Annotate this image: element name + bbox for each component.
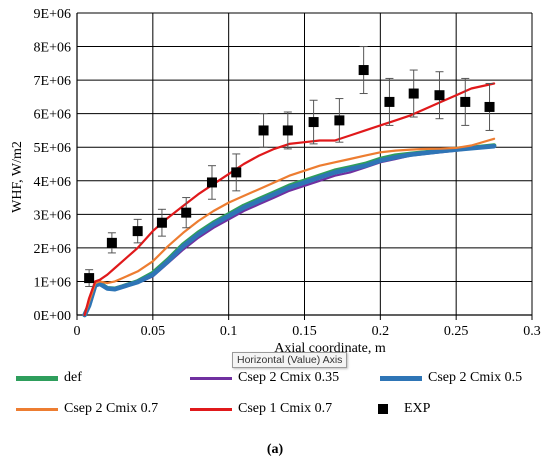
figure-caption: (a) (266, 442, 284, 457)
legend-label: def (64, 370, 82, 385)
y-tick-label: 9E+06 (34, 7, 71, 22)
exp-marker (434, 90, 445, 101)
exp-marker (206, 177, 217, 188)
legend-label: Csep 2 Cmix 0.5 (428, 370, 523, 385)
legend-swatch-csep2-cmix05 (380, 375, 422, 381)
exp-marker (334, 115, 345, 126)
legend-label: EXP (404, 401, 431, 416)
legend-swatch-csep1-cmix07 (190, 407, 232, 411)
tick-labels: 0 0.05 0.1 0.15 0.2 0.25 0.3 0E+00 1E+06 2E+06 3E+… (34, 7, 541, 339)
y-tick-label: 1E+06 (34, 275, 71, 290)
series-lines (82, 82, 497, 318)
exp-marker (181, 207, 192, 218)
legend-item-csep2-cmix035[interactable]: Csep 2 Cmix 0.35 (190, 370, 339, 386)
y-tick-label: 5E+06 (34, 141, 71, 156)
legend-swatch-csep2-cmix07 (16, 407, 58, 411)
exp-marker (358, 65, 369, 76)
exp-marker (156, 217, 167, 228)
x-tick-label: 0.05 (141, 324, 166, 339)
x-tick-label: 0.3 (523, 324, 541, 339)
y-axis-title: WHF, W/m2 (10, 141, 25, 213)
exp-marker (84, 273, 95, 284)
exp-marker (408, 88, 419, 99)
legend-label: Csep 2 Cmix 0.35 (238, 370, 340, 385)
legend-swatch-csep2-cmix035 (190, 376, 232, 380)
y-tick-label: 8E+06 (34, 41, 71, 56)
x-tick-label: 0.25 (444, 324, 469, 339)
legend-label: Csep 1 Cmix 0.7 (238, 401, 333, 416)
exp-marker (308, 117, 319, 128)
legend-item-csep1-cmix07[interactable]: Csep 1 Cmix 0.7 (190, 401, 332, 417)
grid-lines (76, 12, 533, 316)
exp-marker (106, 237, 117, 248)
exp-marker (132, 226, 143, 237)
y-tick-label: 3E+06 (34, 208, 71, 223)
exp-marker (282, 125, 293, 136)
legend-item-csep2-cmix07[interactable]: Csep 2 Cmix 0.7 (16, 401, 158, 417)
y-tick-label: 7E+06 (34, 74, 71, 89)
x-tick-label: 0.1 (220, 324, 238, 339)
legend-label: Csep 2 Cmix 0.7 (64, 401, 159, 416)
legend: def Csep 2 Cmix 0.35 Csep 2 Cmix 0.5 Cse… (0, 356, 550, 436)
y-tick-label: 2E+06 (34, 242, 71, 257)
legend-item-exp[interactable]: EXP (362, 401, 430, 417)
y-tick-label: 6E+06 (34, 108, 71, 123)
x-tick-label: 0 (74, 324, 81, 339)
x-tick-label: 0.2 (372, 324, 390, 339)
series-line-4 (83, 137, 496, 317)
legend-marker-exp (378, 404, 388, 414)
y-tick-label: 0E+00 (34, 309, 71, 324)
legend-item-def[interactable]: def (16, 370, 82, 386)
exp-marker (484, 101, 495, 112)
series-line-2 (83, 146, 496, 317)
y-tick-label: 4E+06 (34, 175, 71, 190)
exp-marker (460, 96, 471, 107)
axes (76, 13, 533, 320)
exp-marker (258, 125, 269, 136)
series-line-5 (83, 82, 496, 317)
chart-plot-area: 0 0.05 0.1 0.15 0.2 0.25 0.3 0E+00 1E+06 2E+06 3E+… (10, 7, 541, 356)
series-line-3 (82, 143, 497, 318)
exp-marker (231, 167, 242, 178)
exp-marker (384, 96, 395, 107)
x-tick-label: 0.15 (292, 324, 317, 339)
legend-swatch-def (16, 375, 58, 381)
exp-markers (84, 46, 495, 287)
series-line-1 (82, 143, 497, 318)
legend-item-csep2-cmix05[interactable]: Csep 2 Cmix 0.5 (380, 370, 522, 386)
axis-tooltip: Horizontal (Value) Axis (232, 352, 348, 368)
